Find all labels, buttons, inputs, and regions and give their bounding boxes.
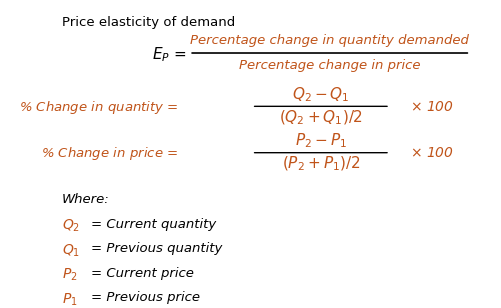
Text: Price elasticity of demand: Price elasticity of demand: [62, 16, 235, 29]
Text: = Previous price: = Previous price: [91, 291, 200, 304]
Text: $Q_2 - Q_1$: $Q_2 - Q_1$: [292, 85, 349, 103]
Text: $Q_1$: $Q_1$: [62, 242, 80, 259]
Text: Percentage change in price: Percentage change in price: [238, 59, 420, 72]
Text: % $\it{Change\ in\ quantity}$ =: % $\it{Change\ in\ quantity}$ =: [19, 99, 178, 116]
Text: = Previous quantity: = Previous quantity: [91, 242, 222, 255]
Text: $P_2$: $P_2$: [62, 267, 78, 283]
Text: $Q_2$: $Q_2$: [62, 218, 80, 234]
Text: $P_2 - P_1$: $P_2 - P_1$: [294, 131, 346, 150]
Text: $(Q_2 + Q_1)/2$: $(Q_2 + Q_1)/2$: [279, 108, 362, 127]
Text: $\times$ 100: $\times$ 100: [409, 147, 453, 160]
Text: $E_P\,=$: $E_P\,=$: [152, 45, 187, 64]
Text: % $\it{Change\ in\ price}$ =: % $\it{Change\ in\ price}$ =: [41, 145, 178, 162]
Text: = Current quantity: = Current quantity: [91, 218, 216, 231]
Text: $\times$ 100: $\times$ 100: [409, 100, 453, 114]
Text: $(P_2 + P_1)/2$: $(P_2 + P_1)/2$: [281, 155, 359, 173]
Text: Where:: Where:: [62, 193, 110, 206]
Text: = Current price: = Current price: [91, 267, 193, 280]
Text: Percentage change in quantity demanded: Percentage change in quantity demanded: [190, 34, 468, 47]
Text: $P_1$: $P_1$: [62, 291, 78, 308]
